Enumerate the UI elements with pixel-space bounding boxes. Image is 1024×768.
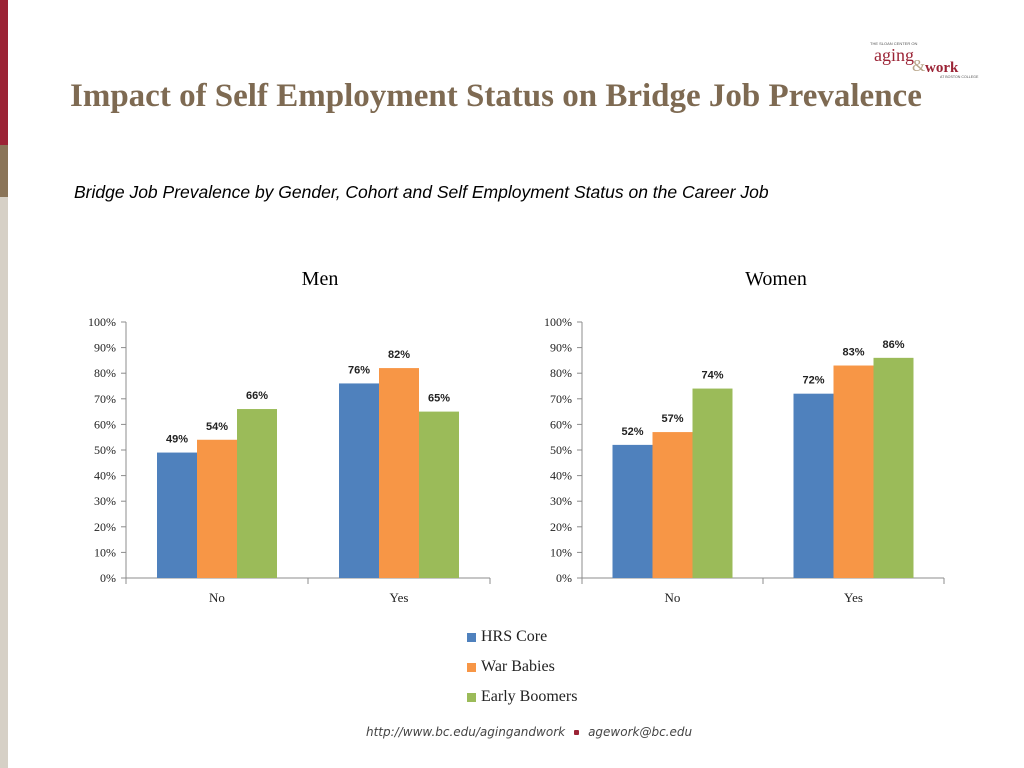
legend-item-hrs-core: HRS Core bbox=[467, 622, 577, 652]
bar bbox=[652, 432, 693, 578]
y-tick-label: 90% bbox=[550, 341, 572, 355]
legend-label-early-boomers: Early Boomers bbox=[481, 688, 578, 705]
chart-title-women: Women bbox=[745, 268, 807, 290]
bar bbox=[793, 393, 834, 578]
data-label: 66% bbox=[246, 390, 268, 402]
chart-title-men: Men bbox=[302, 268, 339, 290]
chart-women: Women 0% 10% 20% 30% 40% 50% 60% 70% 80% 90% 100% No… bbox=[510, 262, 950, 617]
y-tick-label: 10% bbox=[550, 545, 572, 559]
bar bbox=[612, 444, 653, 578]
legend-label-war-babies: War Babies bbox=[481, 658, 555, 675]
logo-bottom-text: AT BOSTON COLLEGE bbox=[940, 75, 979, 79]
accent-strip-red bbox=[0, 0, 8, 145]
x-tick-label: Yes bbox=[390, 590, 409, 605]
y-tick-label: 30% bbox=[94, 494, 116, 508]
x-tick-label: No bbox=[665, 590, 681, 605]
y-tick-label: 80% bbox=[94, 366, 116, 380]
logo-top-text: THE SLOAN CENTER ON bbox=[870, 41, 917, 46]
slide-title: Impact of Self Employment Status on Brid… bbox=[70, 78, 922, 114]
y-tick-label: 100% bbox=[544, 315, 572, 329]
y-tick-label: 60% bbox=[550, 417, 572, 431]
y-tick-label: 30% bbox=[550, 494, 572, 508]
legend-swatch-hrs-core bbox=[467, 632, 476, 642]
logo-ampersand: & bbox=[912, 56, 925, 75]
bar bbox=[379, 368, 419, 578]
bar bbox=[237, 409, 277, 578]
y-tick-label: 20% bbox=[550, 520, 572, 534]
y-tick-label: 20% bbox=[94, 520, 116, 534]
legend-label-hrs-core: HRS Core bbox=[481, 628, 548, 645]
footer-separator-dot bbox=[574, 729, 580, 735]
y-tick-label: 80% bbox=[550, 366, 572, 380]
accent-strip-grey bbox=[0, 197, 8, 768]
data-label: 74% bbox=[701, 370, 723, 382]
chart-men-svg: Men 0% 10% 20% 30% 40% 50% 60% 70% 80% 90% 100% No 49… bbox=[88, 268, 491, 605]
y-tick-label: 60% bbox=[94, 417, 116, 431]
y-tick-label: 100% bbox=[88, 315, 116, 329]
y-tick-label: 40% bbox=[94, 469, 116, 483]
data-label: 83% bbox=[842, 347, 864, 359]
y-tick-label: 40% bbox=[550, 469, 572, 483]
chart-legend: HRS Core War Babies Early Boomers bbox=[467, 622, 577, 712]
data-label: 72% bbox=[802, 375, 824, 387]
data-label: 57% bbox=[661, 413, 683, 425]
footer: http://www.bc.edu/agingandwork agework@b… bbox=[366, 725, 692, 739]
data-label: 49% bbox=[166, 434, 188, 446]
bar bbox=[873, 357, 914, 578]
data-label: 65% bbox=[428, 393, 450, 405]
data-label: 82% bbox=[388, 349, 410, 361]
bar bbox=[339, 383, 379, 578]
legend-item-war-babies: War Babies bbox=[467, 652, 577, 682]
y-tick-label: 0% bbox=[556, 571, 572, 585]
legend-swatch-early-boomers bbox=[467, 692, 476, 702]
y-tick-label: 70% bbox=[550, 392, 572, 406]
slide-subtitle: Bridge Job Prevalence by Gender, Cohort … bbox=[74, 182, 769, 202]
logo-word-work: work bbox=[925, 60, 959, 76]
bar bbox=[157, 452, 197, 578]
data-label: 76% bbox=[348, 364, 370, 376]
chart-men: Men 0% 10% 20% 30% 40% 50% 60% 70% 80% 90% 100% No 49… bbox=[60, 262, 500, 617]
bar bbox=[197, 439, 237, 578]
y-tick-label: 0% bbox=[100, 571, 116, 585]
accent-strip-brown bbox=[0, 145, 8, 197]
legend-item-early-boomers: Early Boomers bbox=[467, 682, 577, 712]
footer-url[interactable]: http://www.bc.edu/agingandwork bbox=[366, 725, 566, 739]
data-label: 52% bbox=[621, 426, 643, 438]
x-tick-label: Yes bbox=[844, 590, 863, 605]
aging-and-work-logo: THE SLOAN CENTER ON aging & work AT BOST… bbox=[870, 41, 979, 79]
bar bbox=[833, 365, 874, 578]
data-label: 54% bbox=[206, 421, 228, 433]
bar bbox=[419, 411, 459, 578]
y-tick-label: 50% bbox=[550, 443, 572, 457]
y-tick-label: 50% bbox=[94, 443, 116, 457]
x-tick-label: No bbox=[209, 590, 225, 605]
chart-women-svg: Women 0% 10% 20% 30% 40% 50% 60% 70% 80% 90% 100% No… bbox=[544, 268, 945, 605]
footer-email[interactable]: agework@bc.edu bbox=[588, 725, 693, 739]
y-tick-label: 70% bbox=[94, 392, 116, 406]
bar bbox=[692, 388, 733, 578]
y-tick-label: 10% bbox=[94, 545, 116, 559]
data-label: 86% bbox=[882, 339, 904, 351]
legend-swatch-war-babies bbox=[467, 662, 476, 672]
logo-word-aging: aging bbox=[874, 45, 914, 65]
y-tick-label: 90% bbox=[94, 341, 116, 355]
